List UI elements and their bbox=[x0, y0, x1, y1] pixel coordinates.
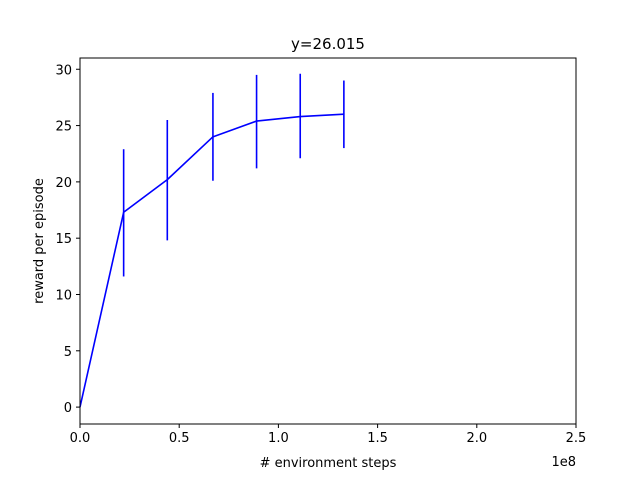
y-tick-label: 10 bbox=[55, 288, 72, 303]
x-axis-label: # environment steps bbox=[260, 456, 397, 471]
x-tick-label: 0.0 bbox=[70, 431, 91, 446]
y-tick-label: 20 bbox=[55, 176, 72, 191]
y-tick-label: 15 bbox=[55, 232, 72, 247]
x-tick-label: 2.0 bbox=[466, 431, 487, 446]
x-tick-label: 1.5 bbox=[367, 431, 388, 446]
y-tick-label: 5 bbox=[64, 345, 72, 360]
y-tick-label: 25 bbox=[55, 120, 72, 135]
x-axis: 0.0 0.5 1.0 1.5 2.0 2.5 bbox=[70, 424, 587, 446]
plot-frame bbox=[79, 57, 577, 425]
x-tick-label: 1.0 bbox=[268, 431, 289, 446]
chart-title: y=26.015 bbox=[291, 35, 365, 53]
y-tick-label: 30 bbox=[55, 63, 72, 78]
x-axis-offset-label: 1e8 bbox=[551, 455, 576, 470]
y-tick-label: 0 bbox=[64, 401, 72, 416]
x-tick-label: 0.5 bbox=[169, 431, 190, 446]
y-axis: 0 5 10 15 20 25 30 bbox=[55, 63, 80, 416]
x-tick-label: 2.5 bbox=[566, 431, 587, 446]
plot-marks bbox=[79, 73, 345, 408]
series-line bbox=[79, 113, 344, 408]
y-axis-label: reward per episode bbox=[32, 178, 47, 304]
